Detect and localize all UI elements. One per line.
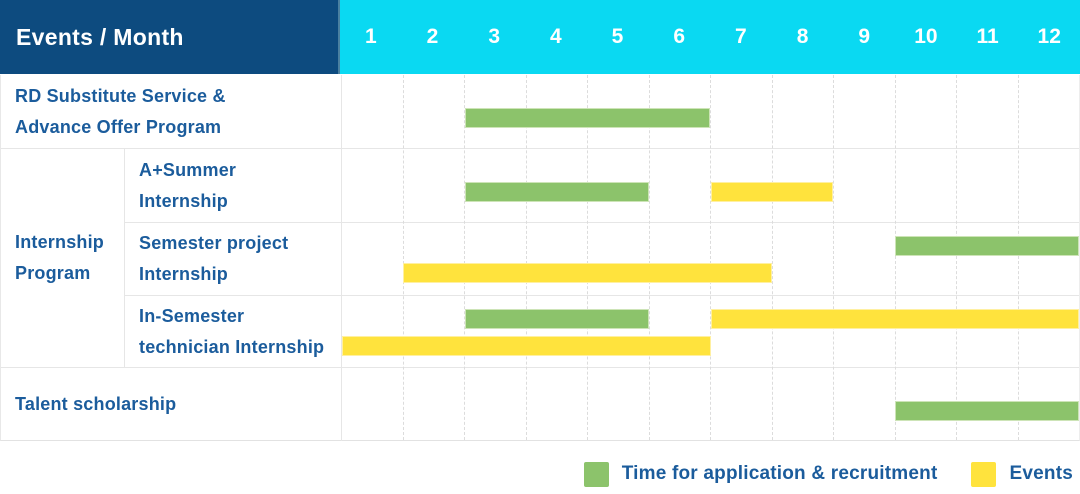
month-header-cell: 4	[550, 25, 562, 48]
month-header-cell: 8	[796, 25, 809, 48]
month-header-strip: 1 2 3 4 5 6 7 8 9 10 11 12	[338, 0, 1080, 74]
table-row: In-Semester technician Internship	[1, 295, 1079, 367]
legend-item: Events	[971, 461, 1073, 487]
row-label-area: RD Substitute Service & Advance Offer Pro…	[1, 75, 341, 148]
legend-label: Events	[1009, 463, 1073, 484]
table-row: Semester project Internship	[1, 222, 1079, 295]
row-label: RD Substitute Service & Advance Offer Pro…	[15, 85, 226, 137]
month-header-cell: 11	[976, 25, 999, 48]
gantt-bar-event	[403, 263, 772, 283]
month-header-cell: 10	[914, 25, 938, 48]
row-timeline	[341, 149, 1079, 222]
table-row: Talent scholarship	[1, 367, 1079, 441]
gantt-bar-event	[710, 182, 834, 202]
month-header-cell: 9	[858, 25, 871, 48]
row-label-area: A+Summer Internship	[1, 149, 341, 222]
gantt-body: RD Substitute Service & Advance Offer Pro…	[0, 75, 1080, 441]
legend-swatch-recruitment	[583, 461, 609, 487]
row-label: A+Summer Internship	[139, 159, 237, 211]
month-header-cell: 1	[364, 25, 377, 48]
gantt-bar-recruitment	[894, 236, 1079, 256]
legend-item: Time for application & recruitment	[583, 461, 938, 487]
legend: Time for application & recruitment Events	[583, 458, 1073, 490]
row-label-area: Talent scholarship	[1, 368, 341, 441]
row-label-area: Semester project Internship	[1, 223, 341, 295]
gantt-bar-recruitment	[464, 182, 650, 202]
table-header-row: Events / Month 1 2 3 4 5 6 7 8 9 10 11 12	[0, 0, 1080, 74]
row-timeline	[341, 368, 1079, 441]
events-month-header-cell: Events / Month	[0, 0, 338, 74]
group-label-cell: Internship Program	[1, 149, 125, 367]
month-header-cell: 12	[1037, 25, 1061, 48]
row-label: Talent scholarship	[15, 394, 177, 414]
events-month-header-label: Events / Month	[16, 23, 184, 50]
month-header-cell: 3	[488, 25, 501, 48]
gantt-bar-recruitment	[894, 401, 1079, 421]
row-label-area: In-Semester technician Internship	[1, 296, 341, 367]
gantt-bar-event	[710, 309, 1079, 329]
row-label: In-Semester technician Internship	[139, 305, 325, 357]
gantt-bar-recruitment	[464, 108, 711, 128]
month-header-cell: 6	[673, 25, 686, 48]
month-header-cell: 5	[611, 25, 624, 48]
gantt-bar-event	[342, 336, 711, 356]
month-header-cell: 2	[426, 25, 439, 48]
row-timeline	[341, 223, 1079, 295]
month-header-cell: 7	[735, 25, 747, 48]
row-timeline	[341, 296, 1079, 367]
table-row: RD Substitute Service & Advance Offer Pro…	[1, 75, 1079, 148]
row-label: Semester project Internship	[139, 233, 289, 284]
gantt-bar-recruitment	[464, 309, 650, 329]
table-row: A+Summer Internship	[1, 148, 1079, 222]
row-timeline	[341, 75, 1079, 148]
legend-swatch-event	[971, 461, 997, 487]
legend-label: Time for application & recruitment	[621, 463, 938, 484]
